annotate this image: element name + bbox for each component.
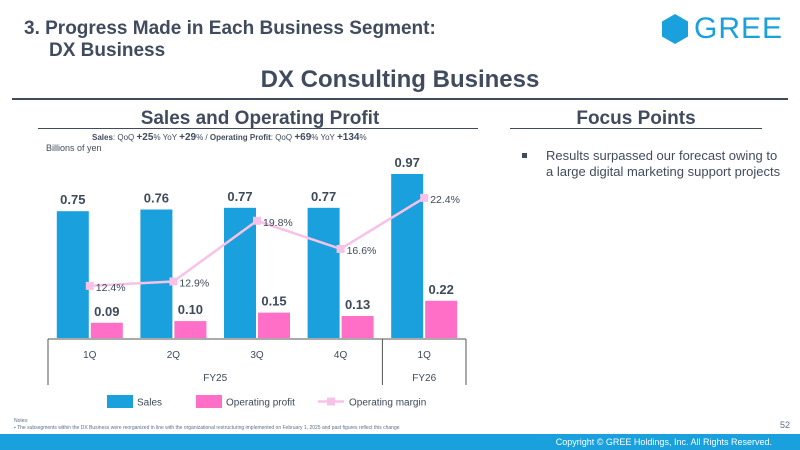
sales-profit-chart: 0.75 0.09 0.76 0.10 0.77 0.15 0.77 0.13 0.97 0.22… xyxy=(47,155,467,409)
sales-bar xyxy=(56,211,89,338)
footer-bar: Copyright © GREE Holdings, Inc. All Righ… xyxy=(0,434,800,450)
sales-data-label: 0.77 xyxy=(311,189,336,204)
unit-label: Billions of yen xyxy=(46,143,102,153)
operating-profit-bar xyxy=(341,316,374,338)
operating-margin-point xyxy=(85,281,94,290)
operating-profit-data-label: 0.22 xyxy=(429,282,454,297)
legend-operating-profit-label: Operating profit xyxy=(226,398,295,409)
summary-qoq-prefix: : QoQ xyxy=(112,133,137,142)
sales-data-label: 0.97 xyxy=(395,155,420,170)
focus-point-text: Results surpassed our forecast owing to … xyxy=(546,148,781,179)
operating-profit-data-label: 0.09 xyxy=(94,304,119,319)
notes-title: Notes: xyxy=(14,418,29,424)
note-item-text: The subsegments within the DX Business w… xyxy=(17,425,400,431)
quarter-tick-label: 1Q xyxy=(83,350,97,361)
legend-operating-margin-marker xyxy=(327,397,335,406)
sales-section-title: Sales and Operating Profit xyxy=(140,108,380,129)
summary-pct: % xyxy=(359,133,367,142)
sales-data-label: 0.75 xyxy=(60,192,85,207)
summary-op-qoq: +69 xyxy=(294,132,312,143)
sales-bar xyxy=(391,174,424,338)
operating-margin-point xyxy=(253,216,261,225)
fiscal-year-label: FY25 xyxy=(203,373,227,384)
heading-line-2: DX Business xyxy=(49,40,166,61)
focus-point-item: Results surpassed our forecast owing to … xyxy=(522,148,782,180)
bullet-icon xyxy=(522,153,527,158)
operating-margin-label: 19.8% xyxy=(263,217,293,229)
sales-section-rule xyxy=(38,128,478,129)
fiscal-year-label: FY26 xyxy=(412,373,436,384)
legend-operating-margin-label: Operating margin xyxy=(349,398,426,409)
sales-data-label: 0.76 xyxy=(144,191,169,206)
sales-data-label: 0.77 xyxy=(227,189,252,204)
heading-line-1: 3. Progress Made in Each Business Segmen… xyxy=(24,18,436,39)
note-item: ▪ The subsegments within the DX Business… xyxy=(14,425,400,431)
operating-margin-point xyxy=(169,277,178,286)
operating-margin-label: 22.4% xyxy=(430,194,460,206)
operating-profit-data-label: 0.13 xyxy=(345,297,370,312)
legend-sales-label: Sales xyxy=(137,398,162,409)
operating-margin-label: 16.6% xyxy=(347,245,377,257)
summary-pct: % xyxy=(153,133,161,142)
quarter-tick-label: 2Q xyxy=(167,350,181,361)
gree-logo: GREE xyxy=(660,12,783,46)
operating-profit-data-label: 0.10 xyxy=(178,302,203,317)
operating-profit-bar xyxy=(258,312,290,338)
logo-text: GREE xyxy=(694,12,784,45)
operating-profit-bar xyxy=(425,300,458,338)
notes: Notes: ▪ The subsegments within the DX B… xyxy=(14,418,400,432)
copyright-text: Copyright © GREE Holdings, Inc. All Righ… xyxy=(555,437,772,447)
operating-profit-bar xyxy=(90,322,123,338)
sales-bar xyxy=(140,209,173,338)
focus-section-title: Focus Points xyxy=(576,108,696,129)
operating-margin-point xyxy=(420,193,429,202)
hexagon-logo-icon xyxy=(662,14,688,44)
focus-section-rule xyxy=(510,128,762,129)
operating-margin-line xyxy=(89,196,425,288)
summary-op-label: Operating Profit xyxy=(209,133,271,142)
operating-margin-label: 12.4% xyxy=(96,282,126,294)
quarter-tick-label: 4Q xyxy=(334,350,348,361)
summary-yoy-label: YoY xyxy=(318,133,337,142)
operating-margin-label: 12.9% xyxy=(179,277,209,289)
page-number: 52 xyxy=(779,420,790,430)
summary-separator: / xyxy=(203,133,210,142)
summary-pct: % xyxy=(196,133,204,142)
growth-summary: Sales: QoQ +25% YoY +29% / Operating Pro… xyxy=(92,132,367,143)
summary-sales-yoy: +29 xyxy=(179,132,197,143)
legend-operating-profit-swatch xyxy=(196,395,222,408)
main-title: DX Consulting Business xyxy=(260,66,540,93)
quarter-tick-label: 3Q xyxy=(250,350,264,361)
title-divider xyxy=(12,98,788,100)
slide-heading: 3. Progress Made in Each Business Segmen… xyxy=(24,18,436,62)
summary-qoq-prefix: : QoQ xyxy=(270,133,295,142)
quarter-tick-label: 1Q xyxy=(418,350,432,361)
legend-sales-swatch xyxy=(107,395,133,408)
operating-profit-bar xyxy=(174,321,207,338)
summary-sales-qoq: +25 xyxy=(136,132,154,143)
operating-profit-data-label: 0.15 xyxy=(261,294,286,309)
operating-margin-point xyxy=(336,244,345,253)
sales-bar xyxy=(307,207,340,338)
summary-pct: % xyxy=(311,133,319,142)
summary-sales-label: Sales xyxy=(92,133,113,142)
summary-yoy-label: YoY xyxy=(160,133,180,142)
sales-bar xyxy=(224,207,256,338)
summary-op-yoy: +134 xyxy=(336,132,360,143)
